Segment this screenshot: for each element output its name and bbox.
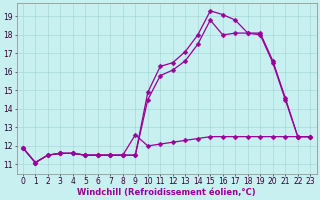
X-axis label: Windchill (Refroidissement éolien,°C): Windchill (Refroidissement éolien,°C): [77, 188, 256, 197]
